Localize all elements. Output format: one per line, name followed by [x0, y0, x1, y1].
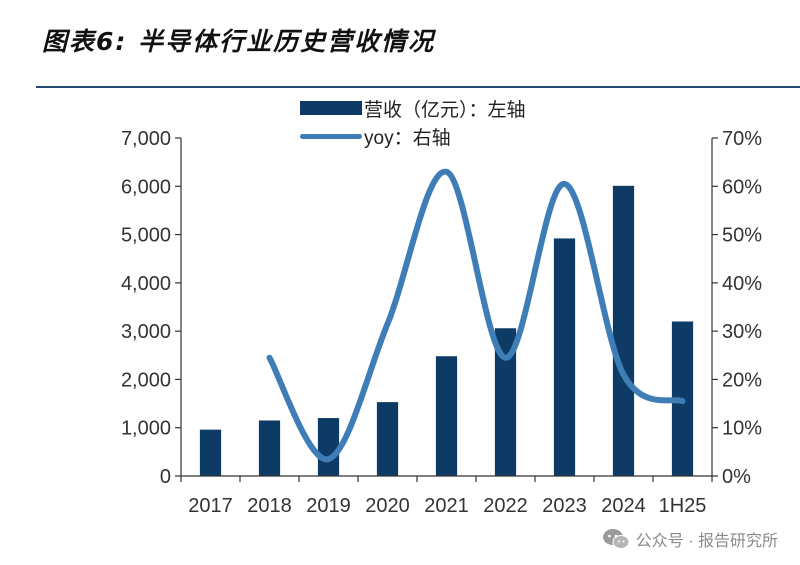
- x-tick-label: 2020: [365, 495, 410, 517]
- x-tick-label: 2022: [483, 495, 528, 517]
- bar-2019: [317, 418, 340, 476]
- right-tick-label: 0%: [722, 466, 751, 488]
- x-tick-label: 2024: [601, 495, 646, 517]
- left-axis: 0 1,000 2,000 3,000 4,000 5,000 6,000 7,000: [121, 128, 182, 488]
- left-tick-label: 1,000: [121, 418, 171, 440]
- right-tick-label: 30%: [722, 321, 762, 343]
- left-tick-label: 6,000: [121, 176, 171, 198]
- right-tick-label: 40%: [722, 273, 762, 295]
- watermark: 公众号 · 报告研究所: [602, 527, 778, 551]
- left-tick-label: 2,000: [121, 369, 171, 391]
- left-tick-label: 0: [160, 466, 171, 488]
- yoy-line: [266, 168, 686, 463]
- bar-2017: [199, 429, 222, 476]
- bar-2018: [258, 420, 281, 476]
- bar-series: [199, 185, 694, 476]
- bar-2020: [376, 402, 399, 476]
- legend-item-revenue: 营收（亿元）：左轴: [300, 94, 526, 122]
- left-tick-label: 4,000: [121, 273, 171, 295]
- legend-item-yoy: yoy：右轴: [300, 122, 526, 150]
- bar-2022: [494, 328, 517, 476]
- right-tick-label: 70%: [722, 128, 762, 150]
- title-divider: [36, 86, 800, 88]
- bar-2024: [612, 185, 635, 476]
- bar-2023: [553, 238, 576, 476]
- right-tick-label: 20%: [722, 369, 762, 391]
- legend-label-yoy: yoy：右轴: [364, 127, 451, 149]
- x-tick-label: 2023: [542, 495, 587, 517]
- figure-title: 图表6: 半导体行业历史营收情况: [42, 27, 436, 56]
- x-axis: 2017 2018 2019 2020 2021 2022 2023 2024 1H25: [180, 475, 713, 517]
- x-tick-label: 1H25: [659, 495, 707, 517]
- legend-bar-swatch: [300, 101, 362, 115]
- right-tick-label: 60%: [722, 176, 762, 198]
- x-tick-label: 2019: [306, 495, 351, 517]
- left-tick-label: 3,000: [121, 321, 171, 343]
- legend-label-revenue: 营收（亿元）：左轴: [364, 99, 526, 121]
- legend-line-swatch: [300, 133, 362, 139]
- x-tick-label: 2021: [424, 495, 469, 517]
- x-tick-label: 2018: [247, 495, 292, 517]
- right-axis: 0% 10% 20% 30% 40% 50% 60% 70%: [711, 128, 762, 488]
- right-tick-label: 50%: [722, 225, 762, 247]
- legend: 营收（亿元）：左轴 yoy：右轴: [300, 94, 526, 150]
- watermark-text: 公众号 · 报告研究所: [635, 533, 778, 550]
- left-tick-label: 5,000: [121, 225, 171, 247]
- left-tick-label: 7,000: [121, 128, 171, 150]
- wechat-icon: [602, 529, 630, 549]
- line-series: [266, 168, 686, 463]
- right-tick-label: 10%: [722, 418, 762, 440]
- bar-2021: [435, 356, 458, 476]
- x-tick-label: 2017: [188, 495, 233, 517]
